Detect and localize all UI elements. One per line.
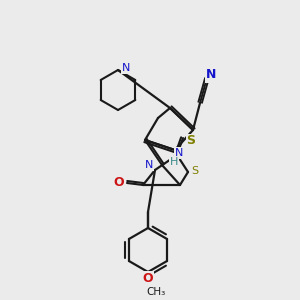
Text: CH₃: CH₃ bbox=[146, 287, 166, 297]
Text: H: H bbox=[170, 157, 178, 167]
Text: N: N bbox=[175, 148, 183, 158]
Text: S: S bbox=[187, 134, 196, 148]
Text: O: O bbox=[114, 176, 124, 190]
Text: N: N bbox=[145, 160, 153, 170]
Text: O: O bbox=[143, 272, 153, 284]
Text: S: S bbox=[191, 166, 199, 176]
Text: N: N bbox=[206, 68, 216, 82]
Text: N: N bbox=[122, 63, 130, 73]
